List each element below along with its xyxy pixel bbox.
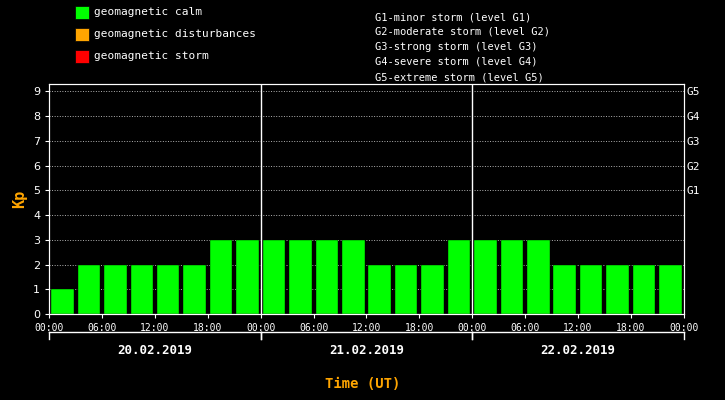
Text: G1-minor storm (level G1): G1-minor storm (level G1) — [375, 12, 531, 22]
Text: geomagnetic calm: geomagnetic calm — [94, 7, 202, 17]
Bar — [368, 264, 391, 314]
Bar — [289, 240, 312, 314]
Text: 20.02.2019: 20.02.2019 — [117, 344, 193, 357]
Text: G2-moderate storm (level G2): G2-moderate storm (level G2) — [375, 27, 550, 37]
Bar — [448, 240, 471, 314]
Bar — [262, 240, 285, 314]
Bar — [210, 240, 232, 314]
Text: G5-extreme storm (level G5): G5-extreme storm (level G5) — [375, 72, 544, 82]
Bar — [553, 264, 576, 314]
Bar — [130, 264, 153, 314]
Y-axis label: Kp: Kp — [12, 190, 28, 208]
Text: 22.02.2019: 22.02.2019 — [540, 344, 616, 357]
Bar — [104, 264, 127, 314]
Bar — [395, 264, 418, 314]
Text: G4-severe storm (level G4): G4-severe storm (level G4) — [375, 57, 537, 67]
Bar — [183, 264, 206, 314]
Bar — [606, 264, 629, 314]
Text: 21.02.2019: 21.02.2019 — [329, 344, 404, 357]
Bar — [527, 240, 550, 314]
Bar — [342, 240, 365, 314]
Bar — [51, 289, 74, 314]
Bar — [421, 264, 444, 314]
Text: Time (UT): Time (UT) — [325, 377, 400, 391]
Bar — [633, 264, 655, 314]
Bar — [501, 240, 523, 314]
Bar — [315, 240, 338, 314]
Text: geomagnetic storm: geomagnetic storm — [94, 51, 209, 61]
Bar — [474, 240, 497, 314]
Bar — [580, 264, 602, 314]
Text: geomagnetic disturbances: geomagnetic disturbances — [94, 29, 256, 39]
Bar — [157, 264, 180, 314]
Bar — [659, 264, 681, 314]
Bar — [78, 264, 100, 314]
Bar — [236, 240, 259, 314]
Text: G3-strong storm (level G3): G3-strong storm (level G3) — [375, 42, 537, 52]
